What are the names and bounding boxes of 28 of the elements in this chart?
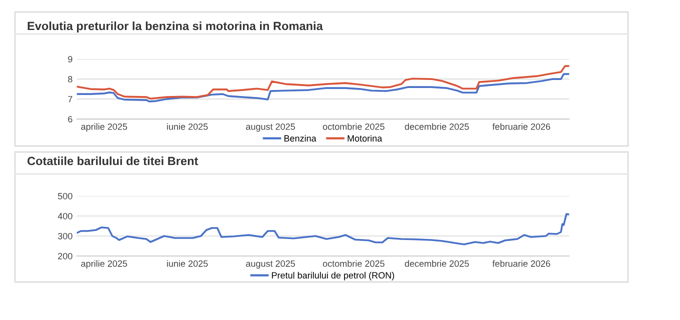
x-tick-label: decembrie 2025: [404, 123, 469, 130]
x-tick-label: august 2025: [246, 123, 295, 132]
y-tick-label: 6: [68, 116, 72, 122]
chart-title: Cotatiile barilului de titei Brent: [27, 156, 198, 166]
legend-label: Benzina: [284, 134, 316, 142]
y-tick-label: 500: [58, 192, 72, 200]
legend-label: Motorina: [348, 134, 382, 142]
x-tick-label: octombrie 2025: [322, 260, 384, 267]
y-tick-label: 400: [58, 212, 72, 220]
line-series: [76, 213, 570, 246]
x-tick-label: august 2025: [246, 260, 295, 269]
y-tick-label: 200: [58, 252, 72, 260]
x-tick-label: februarie 2026: [492, 123, 550, 130]
x-tick-label: februarie 2026: [492, 260, 550, 267]
x-tick-label: aprilie 2025: [81, 260, 128, 269]
x-tick-label: octombrie 2025: [322, 123, 384, 130]
x-tick-label: decembrie 2025: [404, 260, 469, 267]
y-tick-label: 300: [58, 232, 72, 240]
y-tick-label: 9: [68, 56, 72, 62]
chart-title: Evolutia preturilor la benzina si motorina in Romania: [28, 22, 323, 33]
line-series: [76, 73, 570, 102]
y-tick-label: 8: [68, 76, 72, 82]
x-tick-label: aprilie 2025: [81, 123, 128, 132]
line-series: [76, 65, 570, 100]
y-tick-label: 7: [68, 96, 72, 102]
x-tick-label: iunie 2025: [167, 260, 208, 267]
legend-label: Pretul barilului de petrol (RON): [272, 272, 394, 280]
x-tick-label: iunie 2025: [167, 123, 208, 130]
